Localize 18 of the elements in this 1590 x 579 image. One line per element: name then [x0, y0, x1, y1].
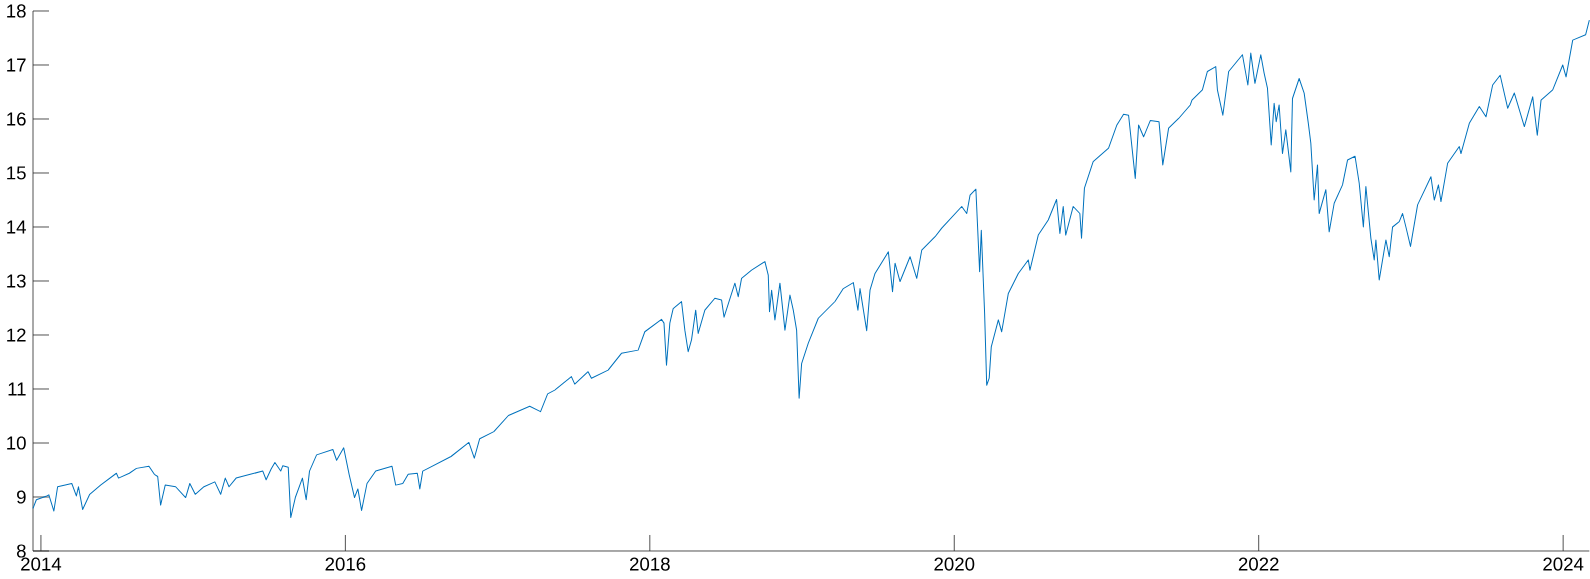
y-tick-label: 8 — [16, 544, 26, 558]
x-tick-label: 2024 — [1543, 557, 1584, 571]
y-tick-label: 11 — [8, 382, 26, 396]
x-tick-label: 2014 — [21, 557, 62, 571]
line-series — [32, 19, 1590, 519]
x-tick-label: 2020 — [934, 557, 975, 571]
y-tick-label: 16 — [7, 112, 26, 126]
y-tick-label: 9 — [17, 490, 26, 504]
x-tick-label: 2016 — [325, 557, 366, 571]
y-tick-label: 10 — [7, 436, 26, 450]
x-tick-label: 2018 — [629, 557, 670, 571]
y-tick-label: 17 — [7, 58, 26, 72]
y-tick-label: 18 — [7, 4, 26, 18]
y-tick-label: 13 — [7, 274, 26, 288]
y-tick-label: 14 — [7, 220, 26, 234]
x-tick-label: 2022 — [1238, 557, 1279, 571]
y-tick-label: 15 — [7, 166, 26, 180]
y-tick-label: 12 — [7, 328, 26, 342]
